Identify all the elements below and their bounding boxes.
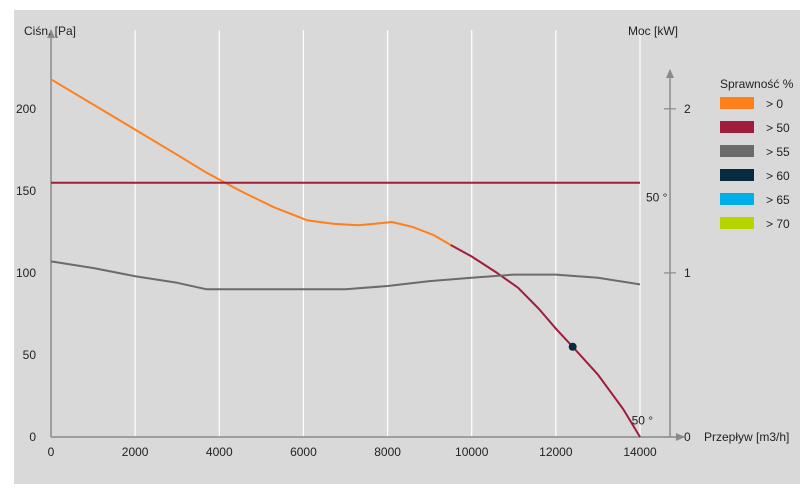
legend-swatch xyxy=(720,97,754,109)
y-left-tick-label: 100 xyxy=(16,266,36,280)
chart-panel: 0 2000 4000 6000 8000 10000 12000 14000 0 50 100 15… xyxy=(14,10,800,484)
y-left-axis-title: Ciśn. [Pa] xyxy=(24,24,76,38)
curve-annotation-label: 50 ° xyxy=(632,414,654,428)
operating-point xyxy=(568,342,577,351)
y-right-tick-label: 0 xyxy=(684,430,691,444)
x-tick-label: 4000 xyxy=(206,445,233,459)
x-tick-label: 10000 xyxy=(455,445,489,459)
legend-title: Sprawność % xyxy=(720,77,794,91)
x-tick-label: 14000 xyxy=(623,445,657,459)
legend-label: > 70 xyxy=(766,217,790,231)
legend-label: > 0 xyxy=(766,97,783,111)
y-left-tick-label: 50 xyxy=(23,348,37,362)
pressure-curve-segment xyxy=(50,78,452,246)
y-right-axis-title: Moc [kW] xyxy=(628,24,678,38)
y-left-tick-label: 150 xyxy=(16,184,36,198)
x-tick-label: 8000 xyxy=(374,445,401,459)
y-right-tick-label: 2 xyxy=(684,102,691,116)
legend-swatch xyxy=(720,169,754,181)
x-tick-label: 6000 xyxy=(290,445,317,459)
legend-swatch xyxy=(720,193,754,205)
x-tick-label: 2000 xyxy=(122,445,149,459)
legend-label: > 50 xyxy=(766,121,790,135)
curve-annotation-label: 50 ° xyxy=(646,190,668,204)
legend-label: > 65 xyxy=(766,193,790,207)
y-left-tick-label: 0 xyxy=(29,430,36,444)
legend-swatch xyxy=(720,217,754,229)
x-axis-title: Przepływ [m3/h] xyxy=(704,430,789,444)
legend-label: > 55 xyxy=(766,145,790,159)
power-curve-line xyxy=(50,260,641,291)
x-tick-label: 12000 xyxy=(539,445,573,459)
y-left-tick-label: 200 xyxy=(16,102,36,116)
pressure-curve-segment xyxy=(450,244,641,438)
legend-swatch xyxy=(720,121,754,133)
chart-svg: 0 2000 4000 6000 8000 10000 12000 1400005010015… xyxy=(16,24,794,459)
x-tick-label: 0 xyxy=(48,445,55,459)
y-right-tick-label: 1 xyxy=(684,266,691,280)
legend-label: > 60 xyxy=(766,169,790,183)
legend-swatch xyxy=(720,145,754,157)
